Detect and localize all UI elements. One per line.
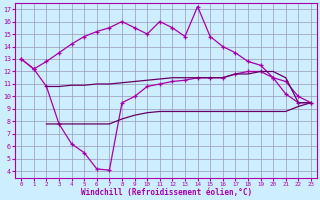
X-axis label: Windchill (Refroidissement éolien,°C): Windchill (Refroidissement éolien,°C) <box>81 188 252 197</box>
